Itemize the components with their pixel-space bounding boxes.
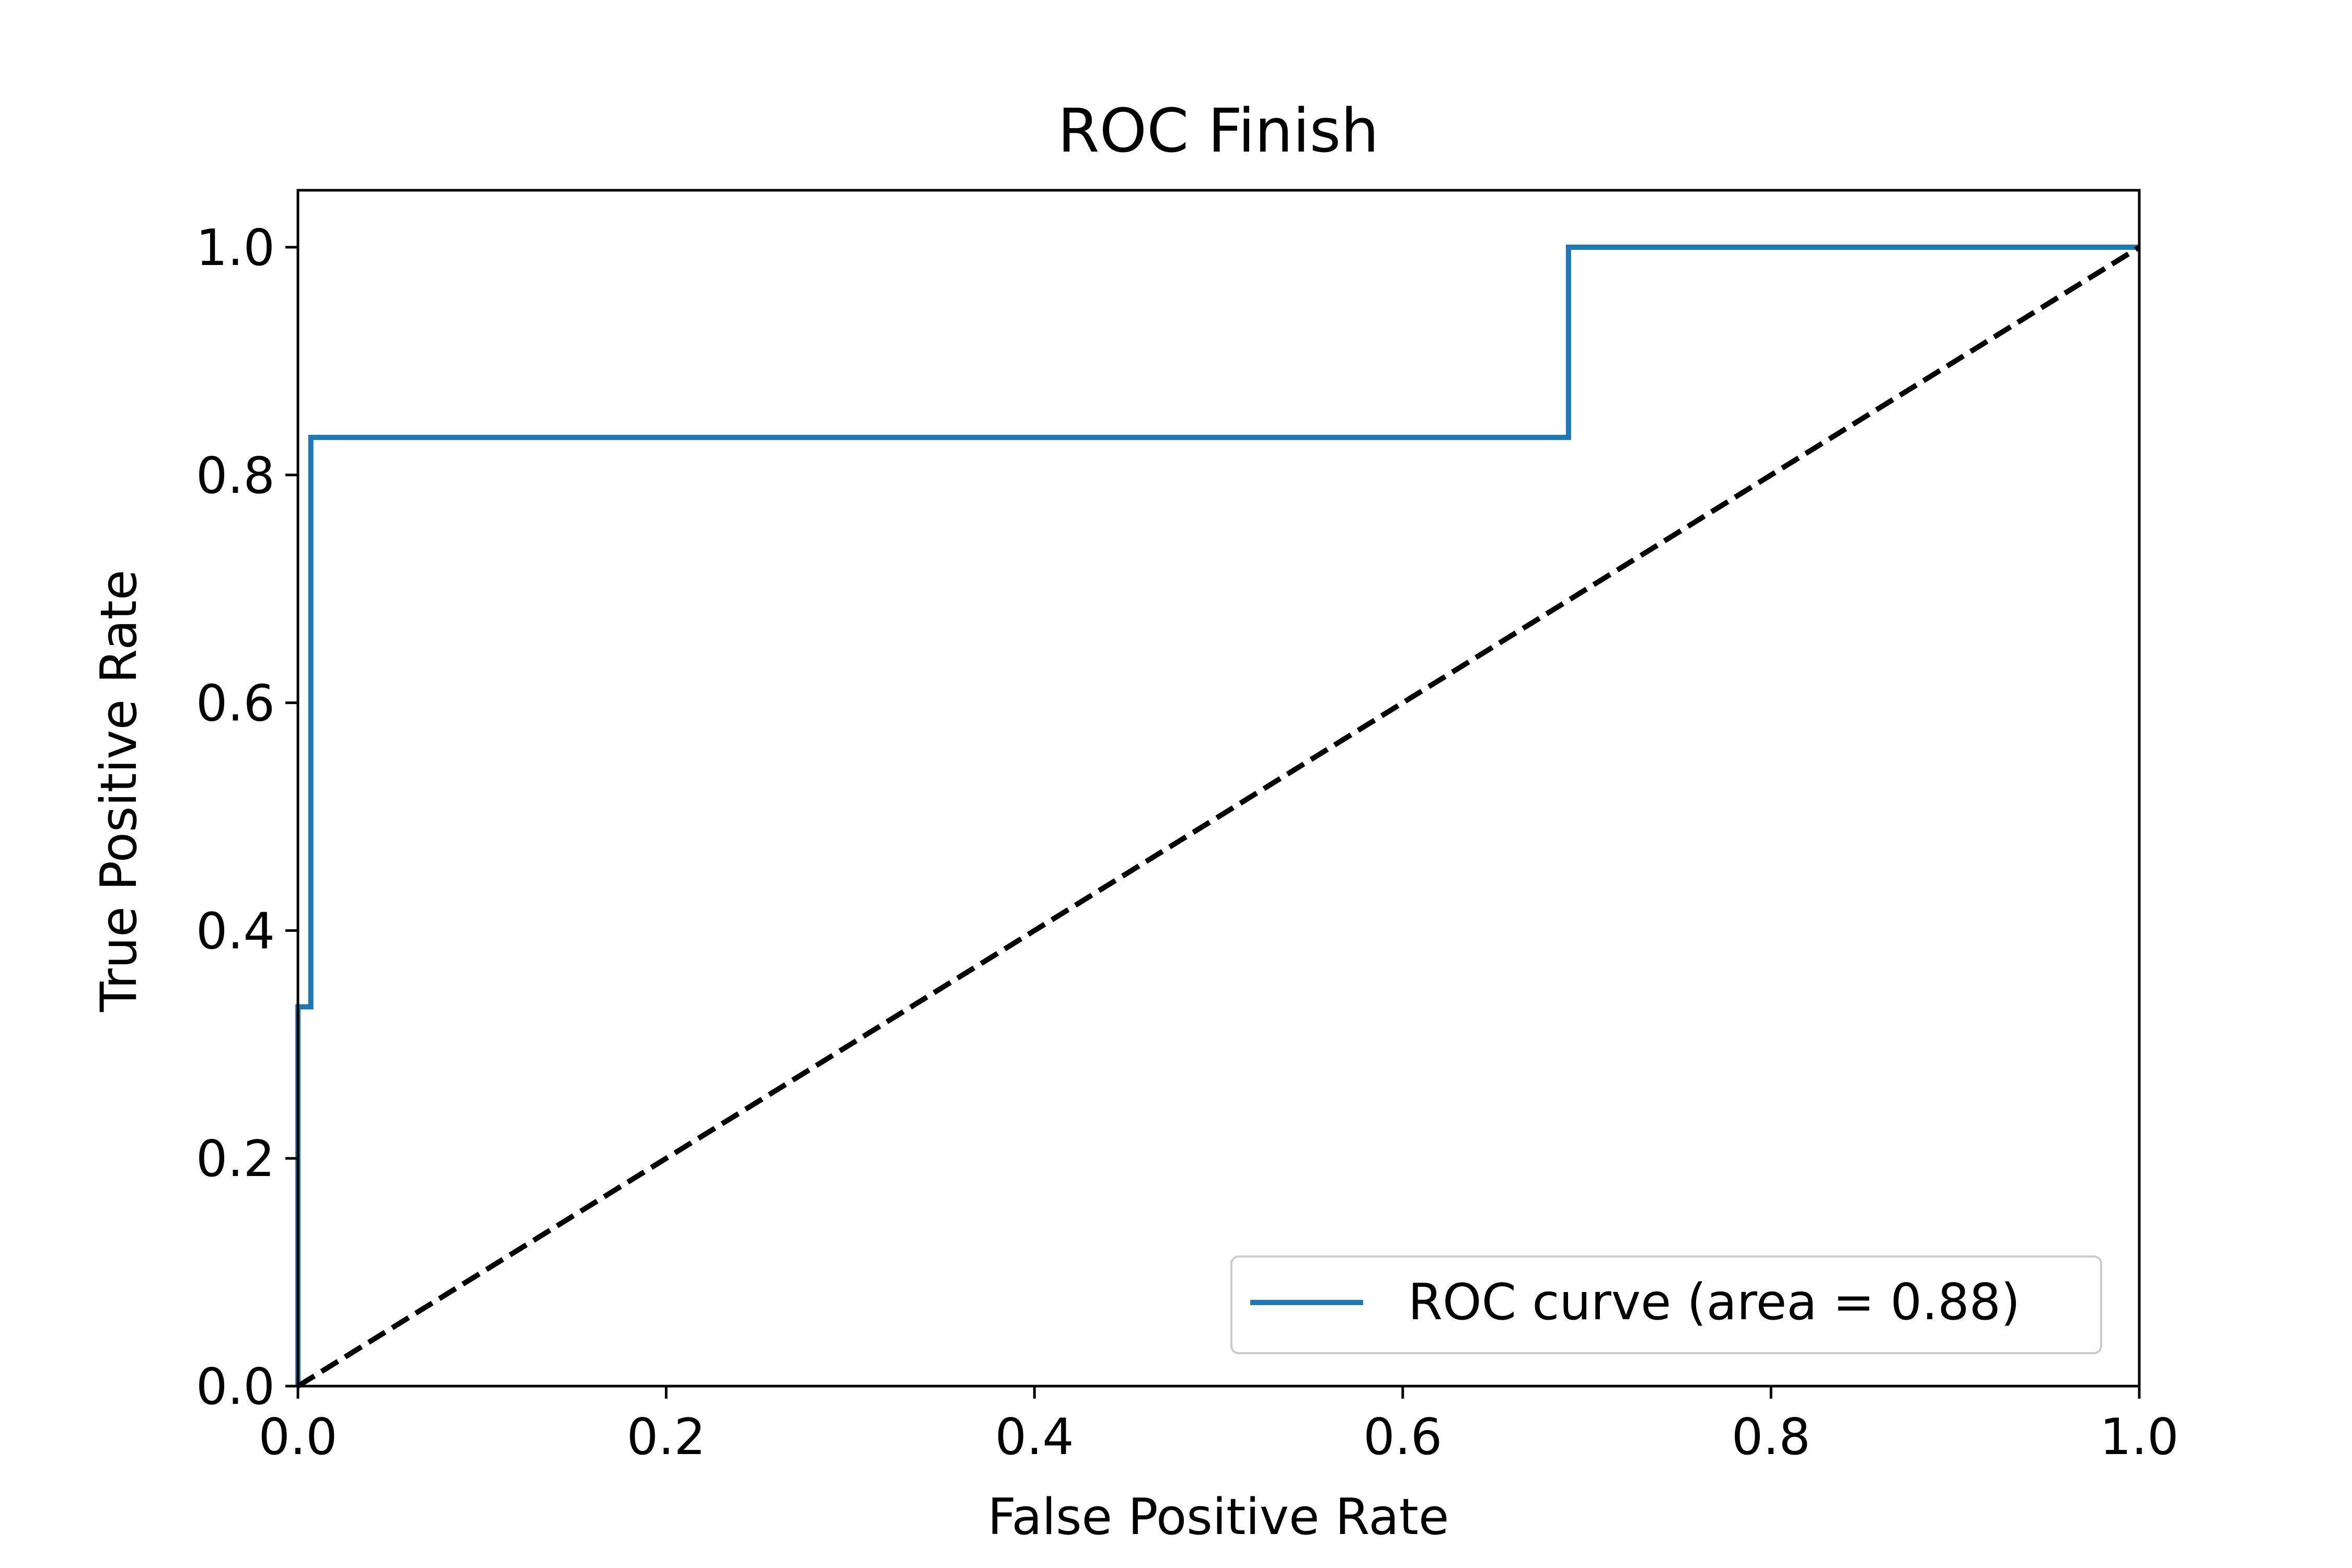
- axes-frame: [296, 189, 2141, 1388]
- y-tick-label: 0.8: [196, 447, 275, 505]
- x-tick-label: 0.4: [995, 1409, 1074, 1466]
- y-tick-label: 0.4: [196, 903, 275, 960]
- x-tick-label: 0.0: [258, 1409, 337, 1466]
- chart-title: ROC Finish: [1058, 96, 1379, 166]
- y-axis-label: True Positive Rate: [90, 570, 148, 1012]
- y-tick-label: 0.0: [196, 1358, 275, 1416]
- x-tick-label: 1.0: [2100, 1409, 2178, 1466]
- y-tick-label: 0.6: [196, 675, 275, 733]
- x-axis: 0.0 0.2 0.4 0.6 0.8 1.0: [258, 1386, 2179, 1466]
- chance-diagonal-line: [296, 245, 2141, 1389]
- legend-label-roc-curve: ROC curve (area = 0.88): [1408, 1274, 2020, 1331]
- legend-box: [1230, 1255, 2102, 1354]
- x-tick-label: 0.6: [1363, 1409, 1442, 1466]
- x-tick-label: 0.8: [1732, 1409, 1811, 1466]
- legend: ROC curve (area = 0.88): [1230, 1255, 2102, 1354]
- y-axis: 0.0 0.2 0.4 0.6 0.8 1.0: [196, 220, 298, 1416]
- x-tick-label: 0.2: [627, 1409, 706, 1466]
- y-tick-label: 0.2: [196, 1131, 275, 1188]
- y-tick-label: 1.0: [196, 220, 275, 277]
- x-axis-label: False Positive Rate: [988, 1489, 1449, 1546]
